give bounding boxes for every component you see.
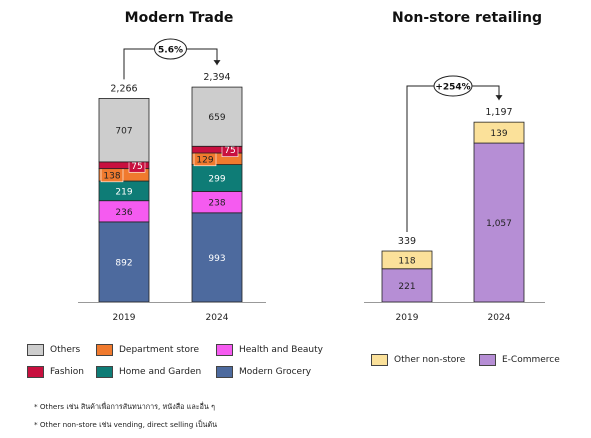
- data-label-other-non-store-2024: 139: [490, 129, 507, 139]
- bar-segment-e-commerce-2024: [473, 142, 525, 303]
- data-label-home-and-garden-2019: 219: [115, 187, 132, 197]
- growth-label: +254%: [435, 83, 470, 93]
- data-label-others-2019: 707: [115, 127, 132, 137]
- growth-arrowhead: [495, 95, 503, 101]
- legend-label: Health and Beauty: [239, 345, 323, 355]
- data-label-modern-grocery-2019: 892: [115, 258, 132, 268]
- legend-item-others: Others: [27, 344, 80, 356]
- footnote-other-non-store: * Other non-store เช่น vending, direct s…: [34, 420, 218, 429]
- legend-label: Home and Garden: [119, 367, 202, 377]
- data-label-others-2024: 659: [208, 113, 225, 123]
- bar-segment-home-and-garden-2024: [191, 164, 243, 192]
- legend-item-modern-grocery: Modern Grocery: [216, 366, 311, 378]
- legend-label: Department store: [119, 345, 200, 355]
- data-label-health-and-beauty-2019: 236: [115, 208, 132, 218]
- legend-item-health-and-beauty: Health and Beauty: [216, 344, 323, 356]
- legend-swatch: [479, 354, 496, 366]
- chart-title-modern-trade: Modern Trade: [125, 10, 234, 26]
- legend-swatch: [27, 344, 44, 356]
- bar-segment-modern-grocery-2019: [98, 221, 150, 303]
- legend-swatch: [96, 366, 113, 378]
- bar-segment-e-commerce-2019: [381, 268, 433, 303]
- bar-segment-other-non-store-2024: [473, 121, 525, 144]
- growth-arrowhead: [213, 60, 221, 66]
- bar-segment-others-2024: [191, 86, 243, 147]
- chart-title-non-store-retailing: Non-store retailing: [392, 10, 542, 26]
- data-label-other-non-store-2019: 118: [398, 256, 415, 266]
- legend-label: Others: [50, 345, 81, 355]
- footnote-others: * Others เช่น สินค้าเพื่อการสันทนาการ, ห…: [34, 402, 215, 411]
- legend-swatch: [371, 354, 388, 366]
- legend-item-home-and-garden: Home and Garden: [96, 366, 201, 378]
- growth-badge: [154, 38, 187, 60]
- data-label-home-and-garden-2024: 299: [208, 175, 225, 185]
- data-label-fashion-2019: 75: [131, 162, 142, 172]
- data-label-fashion-2024: 75: [224, 146, 235, 156]
- total-label-2024: 1,197: [485, 107, 512, 118]
- legend-item-department-store: Department store: [96, 344, 199, 356]
- data-label-modern-grocery-2024: 993: [208, 254, 225, 264]
- x-tick-label-2019: 2019: [113, 313, 136, 323]
- legend-label: Modern Grocery: [239, 367, 312, 377]
- data-label-health-and-beauty-2024: 238: [208, 199, 225, 209]
- legend-item-fashion: Fashion: [27, 366, 84, 378]
- legend-label: Fashion: [50, 367, 84, 377]
- bar-segment-other-non-store-2019: [381, 250, 433, 270]
- growth-badge: [433, 75, 473, 97]
- total-label-2024: 2,394: [203, 72, 230, 83]
- legend-swatch: [96, 344, 113, 356]
- growth-label: 5.6%: [158, 46, 183, 56]
- x-tick-label-2024: 2024: [206, 313, 229, 323]
- legend-label: Other non-store: [394, 355, 466, 365]
- legend-item-other-non-store: Other non-store: [371, 354, 465, 366]
- data-label-e-commerce-2019: 221: [398, 282, 415, 292]
- legend-item-e-commerce: E-Commerce: [479, 354, 560, 366]
- x-tick-label-2024: 2024: [488, 313, 511, 323]
- legend-label: E-Commerce: [502, 355, 560, 365]
- legend-swatch: [216, 366, 233, 378]
- x-tick-label-2019: 2019: [396, 313, 419, 323]
- data-label-e-commerce-2024: 1,057: [486, 219, 512, 229]
- legend-swatch: [27, 366, 44, 378]
- total-label-2019: 339: [398, 236, 416, 247]
- total-label-2019: 2,266: [110, 83, 137, 94]
- data-label-department-store-2024: 129: [196, 155, 213, 165]
- bar-segment-others-2019: [98, 98, 150, 163]
- data-label-department-store-2019: 138: [103, 171, 120, 181]
- legend-swatch: [216, 344, 233, 356]
